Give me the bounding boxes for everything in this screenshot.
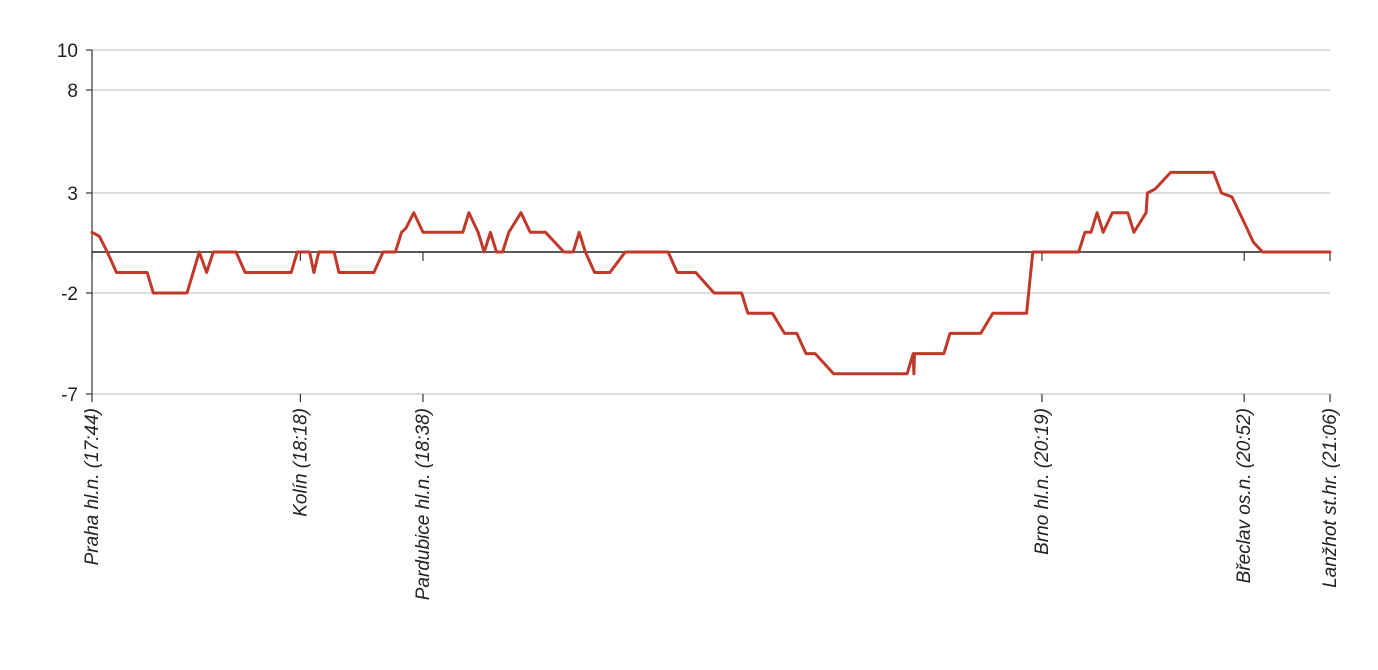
y-tick-label: -7 <box>61 385 78 406</box>
station-label: Pardubice hl.n. (18:38) <box>413 408 434 600</box>
y-tick-label: 10 <box>57 41 78 62</box>
series <box>90 170 1332 376</box>
station-label: Břeclav os.n. (20:52) <box>1234 408 1255 583</box>
y-tick-label: -2 <box>61 284 78 305</box>
station-label: Praha hl.n. (17:44) <box>82 408 103 565</box>
station-label: Kolín (18:18) <box>290 408 311 517</box>
y-tick-labels: 10 8 3 -2 -7 <box>57 41 78 406</box>
y-tick-label: 3 <box>67 184 78 205</box>
station-label: Lanžhot st.hr. (21:06) <box>1320 408 1341 588</box>
axes <box>86 49 1331 402</box>
gridlines <box>92 49 1330 395</box>
y-tick-label: 8 <box>67 81 78 102</box>
station-labels: Praha hl.n. (17:44) Kolín (18:18) Pardubic… <box>82 408 1341 600</box>
station-label: Brno hl.n. (20:19) <box>1032 408 1053 555</box>
series-line <box>90 170 1332 376</box>
